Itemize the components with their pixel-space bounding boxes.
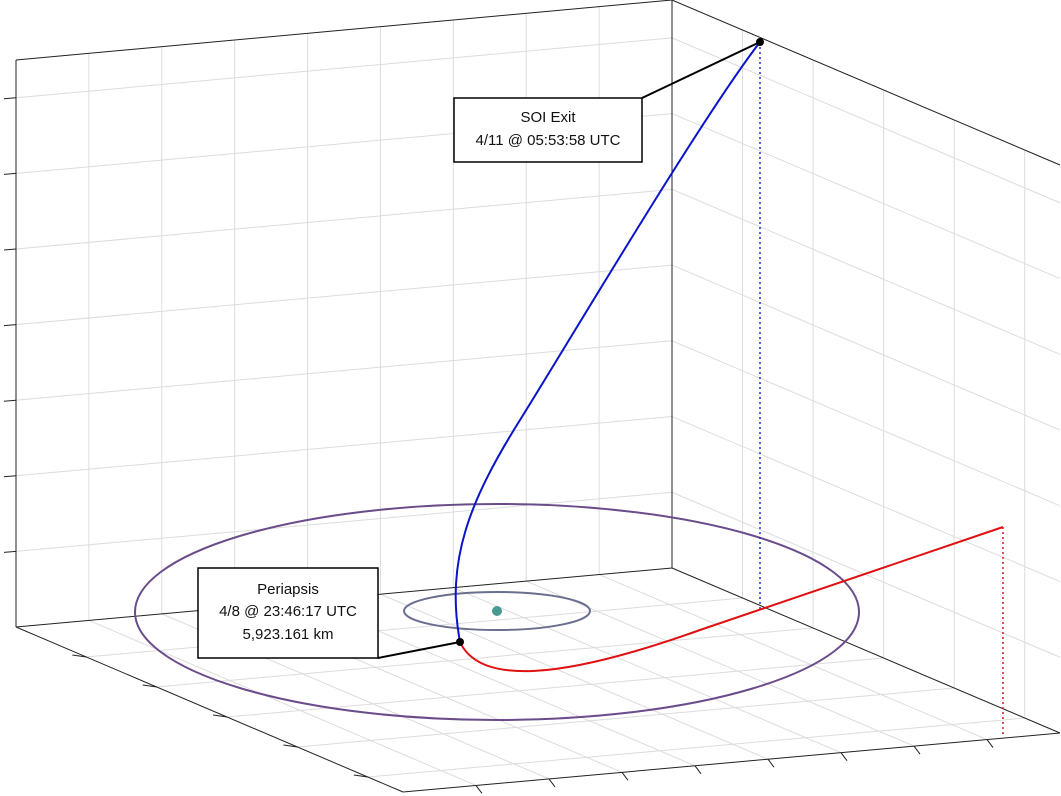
grid-line (86, 597, 743, 658)
tick-mark (3, 399, 17, 402)
grid-line (88, 619, 477, 786)
tick-mark (913, 745, 921, 755)
axis-edge (402, 732, 1061, 793)
tick-mark (3, 324, 17, 327)
callout-leader (641, 41, 761, 99)
callout-text: SOI Exit (520, 109, 576, 126)
grid-line (15, 491, 673, 552)
departure-trajectory (454, 41, 761, 643)
tick-mark (283, 744, 298, 748)
axis-edge (671, 567, 1061, 734)
grid-line (380, 593, 769, 760)
callout-text: Periapsis (257, 581, 319, 598)
tick-mark (3, 550, 17, 553)
callout-box (453, 97, 643, 163)
tick-mark (3, 172, 17, 175)
tick-mark (142, 684, 157, 688)
grid-line (671, 264, 1061, 431)
inner-orbit (403, 591, 591, 631)
grid-line (526, 580, 915, 747)
callout-leader (377, 641, 461, 659)
grid-line (15, 188, 673, 250)
tick-mark (986, 739, 994, 748)
grid-line (671, 491, 1061, 658)
tick-mark (767, 758, 775, 768)
grid-line (15, 264, 673, 326)
grid-line (15, 416, 673, 477)
grid-line (671, 416, 1061, 582)
soi-exit-point (756, 38, 764, 46)
grid-line (671, 113, 1061, 280)
arrival-trajectory (459, 526, 1004, 673)
grid-line (453, 587, 842, 754)
tick-mark (694, 765, 702, 775)
grid-line (227, 657, 884, 718)
tick-mark (840, 752, 848, 761)
callout-text: 4/11 @ 05:53:58 UTC (475, 132, 620, 149)
grid-line (671, 37, 1061, 204)
body (492, 606, 502, 616)
grid-line (297, 687, 955, 748)
tick-mark (72, 654, 87, 658)
grid-line (15, 340, 673, 401)
grid-line (671, 340, 1061, 507)
tick-mark (3, 475, 17, 478)
callout-text: 5,923.161 km (243, 626, 334, 643)
tick-mark (475, 785, 483, 794)
grid-line (671, 188, 1061, 355)
tick-mark (213, 714, 228, 718)
tick-mark (3, 97, 17, 100)
tick-mark (3, 248, 17, 251)
grid-line (367, 717, 1025, 778)
tick-mark (353, 774, 368, 778)
outer-orbit (134, 503, 860, 721)
callout-box (197, 567, 379, 659)
grid-line (598, 574, 988, 741)
tick-mark (621, 772, 629, 781)
periapsis-point (456, 638, 464, 646)
callout-text: 4/8 @ 23:46:17 UTC (219, 603, 357, 620)
axis-edge (15, 0, 673, 61)
axis-edge (15, 626, 404, 793)
grid-line (156, 627, 814, 688)
axis-edge (671, 0, 1061, 166)
tick-mark (548, 778, 556, 788)
grid-line (15, 37, 673, 99)
